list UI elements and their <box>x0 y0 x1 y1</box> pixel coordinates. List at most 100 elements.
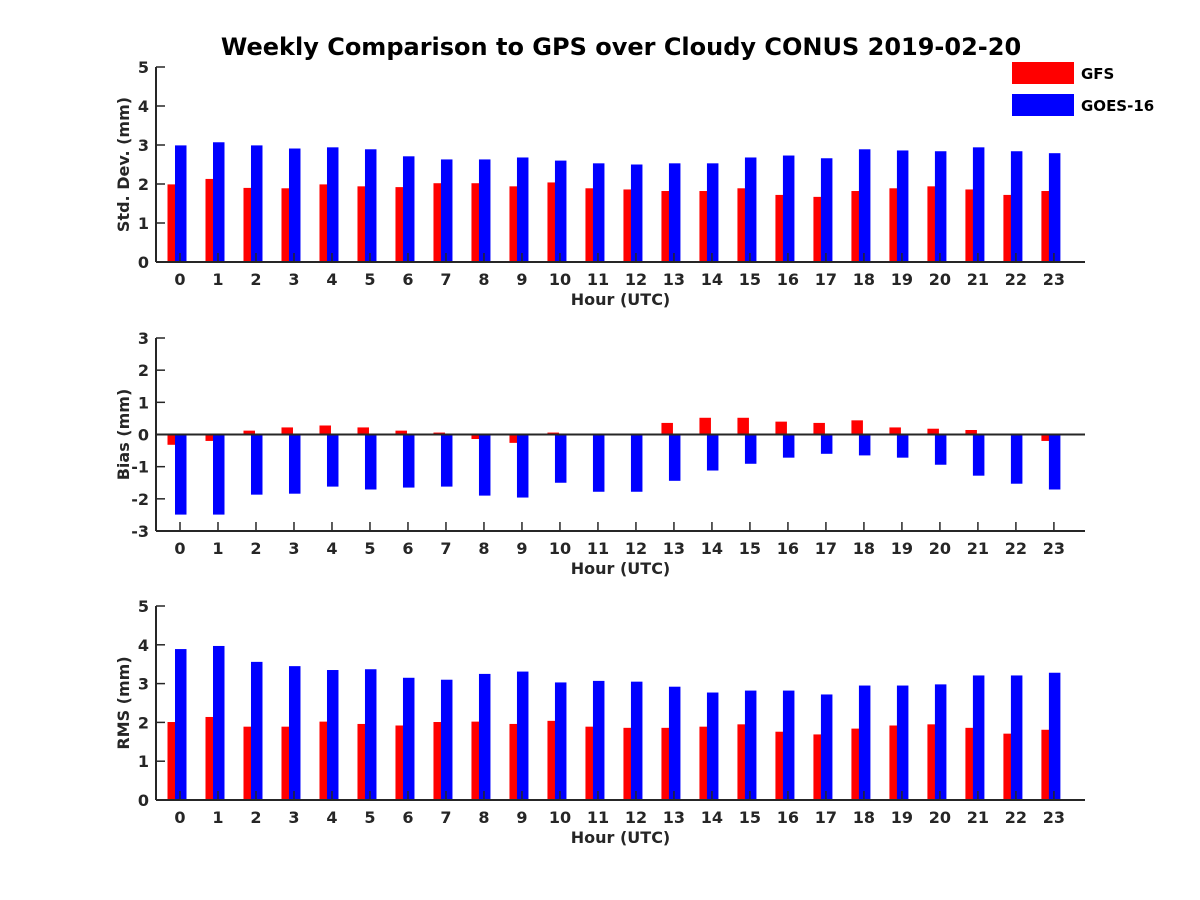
bar-goes16-14 <box>706 692 719 800</box>
bar-gfs-11 <box>585 188 597 262</box>
x-tick-label: 21 <box>967 539 989 558</box>
bar-gfs-20 <box>927 186 939 262</box>
x-tick-label: 13 <box>663 808 685 827</box>
bar-goes16-11 <box>592 163 605 262</box>
bar-goes16-9 <box>516 434 529 498</box>
bar-gfs-17 <box>813 734 825 800</box>
x-tick-label: 18 <box>853 539 875 558</box>
y-tick-label: 1 <box>138 393 149 412</box>
x-tick-label: 17 <box>815 808 837 827</box>
bar-gfs-15 <box>737 724 749 800</box>
legend-label-goes16: GOES-16 <box>1081 97 1154 115</box>
y-tick-label: 5 <box>138 597 149 616</box>
bar-gfs-8 <box>471 434 483 440</box>
x-tick-label: 19 <box>891 270 913 289</box>
bar-goes16-18 <box>858 149 871 262</box>
bar-gfs-2 <box>243 726 255 800</box>
bar-goes16-10 <box>554 160 567 262</box>
x-tick-label: 6 <box>402 270 413 289</box>
bar-gfs-18 <box>851 420 863 435</box>
y-tick-label: 3 <box>138 675 149 694</box>
x-tick-label: 6 <box>402 539 413 558</box>
bar-goes16-0 <box>174 434 187 515</box>
bar-gfs-1 <box>205 434 217 441</box>
x-tick-label: 15 <box>739 270 761 289</box>
bar-goes16-22 <box>1010 151 1023 262</box>
bar-gfs-7 <box>433 183 445 262</box>
bar-gfs-4 <box>319 721 331 800</box>
bar-goes16-23 <box>1048 153 1061 262</box>
x-tick-label: 9 <box>516 270 527 289</box>
y-tick-label: 4 <box>138 636 149 655</box>
bar-goes16-16 <box>782 155 795 262</box>
x-tick-label: 22 <box>1005 270 1027 289</box>
bar-gfs-13 <box>661 191 673 262</box>
bar-goes16-20 <box>934 684 947 800</box>
bar-goes16-13 <box>668 163 681 262</box>
bar-gfs-15 <box>737 188 749 262</box>
bar-gfs-8 <box>471 183 483 262</box>
bar-gfs-3 <box>281 726 293 800</box>
bar-gfs-19 <box>889 188 901 262</box>
x-tick-label: 23 <box>1043 808 1065 827</box>
bar-goes16-13 <box>668 686 681 800</box>
bar-goes16-12 <box>630 434 643 492</box>
y-axis-label: Std. Dev. (mm) <box>114 97 133 232</box>
bar-gfs-17 <box>813 196 825 262</box>
bar-goes16-15 <box>744 434 757 464</box>
bar-goes16-12 <box>630 164 643 262</box>
bar-goes16-17 <box>820 434 833 454</box>
bar-goes16-21 <box>972 434 985 476</box>
x-tick-label: 23 <box>1043 270 1065 289</box>
x-tick-label: 7 <box>440 270 451 289</box>
bar-gfs-5 <box>357 723 369 800</box>
x-tick-label: 15 <box>739 808 761 827</box>
x-tick-label: 20 <box>929 539 951 558</box>
bar-goes16-8 <box>478 434 491 496</box>
x-tick-label: 21 <box>967 808 989 827</box>
x-tick-label: 11 <box>587 270 609 289</box>
x-tick-label: 4 <box>326 539 337 558</box>
bar-goes16-15 <box>744 690 757 800</box>
bar-goes16-11 <box>592 434 605 492</box>
bar-goes16-18 <box>858 685 871 800</box>
x-tick-label: 10 <box>549 270 571 289</box>
bar-goes16-1 <box>212 645 225 800</box>
x-tick-label: 7 <box>440 808 451 827</box>
x-tick-label: 0 <box>174 808 185 827</box>
x-tick-label: 1 <box>212 270 223 289</box>
x-tick-label: 8 <box>478 539 489 558</box>
bar-goes16-3 <box>288 666 301 800</box>
bar-goes16-7 <box>440 159 453 262</box>
bar-gfs-5 <box>357 186 369 262</box>
bar-gfs-2 <box>243 187 255 262</box>
bar-goes16-14 <box>706 434 719 471</box>
x-tick-label: 18 <box>853 808 875 827</box>
x-axis-label: Hour (UTC) <box>571 290 671 309</box>
bar-gfs-13 <box>661 727 673 800</box>
bar-goes16-23 <box>1048 672 1061 800</box>
bar-gfs-19 <box>889 427 901 435</box>
x-tick-label: 17 <box>815 539 837 558</box>
bar-gfs-20 <box>927 428 939 435</box>
bar-gfs-23 <box>1041 191 1053 262</box>
bar-goes16-22 <box>1010 675 1023 800</box>
bar-goes16-0 <box>174 649 187 800</box>
x-tick-label: 16 <box>777 270 799 289</box>
x-tick-label: 12 <box>625 808 647 827</box>
x-tick-label: 10 <box>549 539 571 558</box>
bar-goes16-0 <box>174 145 187 262</box>
bar-goes16-5 <box>364 434 377 490</box>
x-tick-label: 17 <box>815 270 837 289</box>
bar-goes16-5 <box>364 149 377 262</box>
bar-gfs-0 <box>167 722 179 800</box>
x-tick-label: 7 <box>440 539 451 558</box>
bar-gfs-18 <box>851 728 863 800</box>
bar-gfs-15 <box>737 417 749 435</box>
x-tick-label: 8 <box>478 270 489 289</box>
bar-gfs-14 <box>699 417 711 435</box>
bar-goes16-13 <box>668 434 681 481</box>
bar-goes16-2 <box>250 145 263 262</box>
